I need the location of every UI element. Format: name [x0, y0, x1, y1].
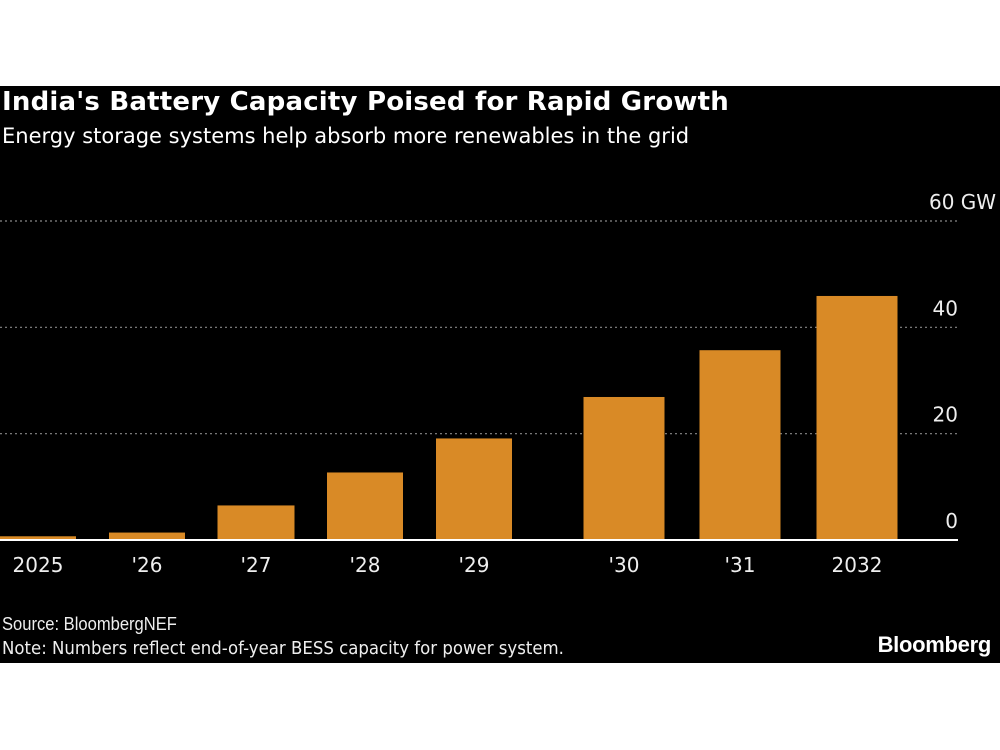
- chart-subtitle: Energy storage systems help absorb more …: [2, 124, 690, 148]
- y-tick-label: 60 GW: [929, 190, 996, 214]
- x-tick-label: '30: [609, 553, 640, 577]
- bar-26: [109, 532, 185, 540]
- source-note: Source: BloombergNEF: [2, 614, 177, 634]
- bar-28: [327, 472, 403, 540]
- x-tick-label: 2032: [832, 553, 883, 577]
- y-tick-label: 20: [933, 403, 958, 427]
- x-tick-label: '31: [725, 553, 756, 577]
- x-tick-label: 2025: [13, 553, 64, 577]
- x-tick-label: '28: [350, 553, 381, 577]
- y-tick-label: 0: [945, 509, 958, 533]
- x-tick-label: '29: [459, 553, 490, 577]
- bar-29: [436, 438, 512, 540]
- footnote: Note: Numbers reflect end-of-year BESS c…: [2, 638, 564, 659]
- bar-31: [699, 350, 781, 540]
- bloomberg-logo: Bloomberg: [877, 632, 992, 657]
- y-tick-label: 40: [933, 296, 958, 320]
- x-tick-label: '27: [241, 553, 272, 577]
- chart-title: India's Battery Capacity Poised for Rapi…: [2, 87, 729, 117]
- bar-2032: [816, 295, 898, 540]
- bar-2025: [0, 536, 76, 540]
- bar-30: [583, 396, 665, 540]
- x-tick-label: '26: [132, 553, 163, 577]
- bar-27: [217, 505, 295, 540]
